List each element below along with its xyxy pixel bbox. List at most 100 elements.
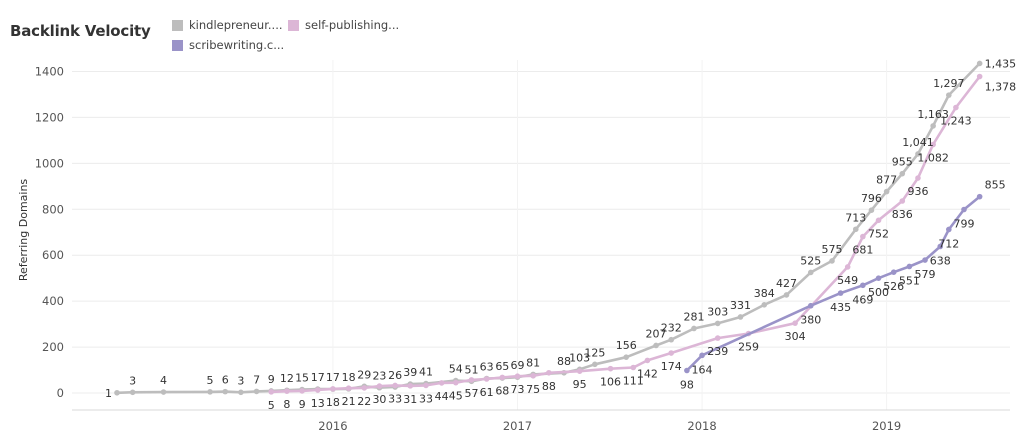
data-label: 435	[830, 301, 851, 314]
data-point[interactable]	[483, 376, 490, 382]
data-point[interactable]	[852, 226, 859, 233]
data-label: 15	[295, 372, 309, 385]
data-label: 111	[623, 375, 644, 388]
data-point[interactable]	[915, 151, 921, 157]
data-point[interactable]	[330, 386, 336, 392]
data-point[interactable]	[530, 372, 536, 379]
data-point[interactable]	[737, 314, 744, 320]
data-label: 752	[868, 227, 889, 240]
data-point[interactable]	[114, 389, 120, 396]
data-point[interactable]	[922, 257, 928, 263]
data-point[interactable]	[899, 198, 906, 204]
data-point[interactable]	[253, 388, 260, 395]
data-label: 259	[738, 341, 759, 354]
data-point[interactable]	[953, 104, 959, 111]
data-point[interactable]	[792, 320, 798, 326]
data-labels-layer: 13 4 5 6 3 7 9 12 15 17 17 18 29 23 26 39 41 54 51 63 65 69 81…	[105, 57, 1016, 411]
data-point[interactable]	[930, 141, 936, 148]
data-point[interactable]	[299, 388, 305, 394]
data-point[interactable]	[875, 217, 882, 224]
data-label: 681	[852, 244, 873, 257]
x-tick-label: 2016	[318, 419, 347, 433]
data-point[interactable]	[361, 385, 368, 391]
y-tick-label: 1200	[35, 110, 64, 124]
data-point[interactable]	[376, 383, 383, 389]
data-point[interactable]	[684, 367, 690, 374]
y-axis: 0 200 400 600 800 1000 1200 1400	[35, 64, 64, 400]
series-line-0[interactable]	[116, 62, 981, 395]
legend-item-self-publishing[interactable]: self-publishing...	[288, 18, 399, 32]
data-point[interactable]	[860, 233, 866, 240]
data-label: 65	[495, 360, 509, 373]
data-point[interactable]	[423, 382, 429, 389]
data-point[interactable]	[592, 361, 598, 368]
data-point[interactable]	[807, 302, 814, 309]
data-point[interactable]	[829, 258, 835, 264]
data-point[interactable]	[783, 292, 790, 298]
data-point[interactable]	[883, 188, 890, 195]
data-point[interactable]	[714, 335, 721, 341]
data-point[interactable]	[407, 383, 414, 389]
data-point[interactable]	[314, 387, 321, 393]
data-label: 45	[449, 390, 463, 403]
data-label: 73	[510, 383, 524, 396]
data-point[interactable]	[668, 350, 675, 356]
data-point[interactable]	[946, 92, 952, 98]
data-point[interactable]	[129, 389, 136, 396]
data-point[interactable]	[976, 193, 983, 200]
data-point[interactable]	[930, 123, 936, 129]
data-point[interactable]	[961, 206, 967, 213]
data-label: 88	[557, 355, 571, 368]
data-point[interactable]	[207, 389, 213, 395]
data-point[interactable]	[868, 207, 875, 213]
data-point[interactable]	[714, 320, 721, 327]
data-point[interactable]	[837, 290, 844, 296]
data-label: 7	[253, 373, 260, 386]
data-point[interactable]	[699, 352, 705, 359]
data-label: 232	[661, 322, 682, 335]
data-point[interactable]	[844, 264, 851, 270]
data-point[interactable]	[238, 389, 244, 396]
data-point[interactable]	[899, 170, 906, 177]
data-point[interactable]	[345, 385, 352, 391]
data-point[interactable]	[976, 60, 983, 67]
data-point[interactable]	[691, 325, 697, 332]
data-point[interactable]	[860, 282, 866, 289]
data-label: 33	[388, 392, 402, 405]
data-point[interactable]	[668, 336, 675, 343]
legend-item-scribewriting[interactable]: scribewriting.c...	[172, 38, 284, 52]
data-point[interactable]	[438, 380, 445, 386]
data-point[interactable]	[976, 73, 983, 80]
data-point[interactable]	[761, 302, 768, 308]
data-point[interactable]	[890, 269, 897, 276]
data-point[interactable]	[222, 388, 229, 395]
data-point[interactable]	[284, 388, 290, 394]
data-point[interactable]	[630, 364, 637, 371]
data-label: 551	[899, 274, 920, 287]
data-point[interactable]	[546, 369, 552, 376]
data-point[interactable]	[906, 263, 913, 270]
data-label: 81	[526, 356, 540, 369]
data-label: 33	[419, 392, 433, 405]
data-point[interactable]	[946, 226, 952, 233]
data-point[interactable]	[875, 275, 882, 281]
data-point[interactable]	[268, 389, 275, 395]
data-point[interactable]	[514, 373, 521, 380]
data-point[interactable]	[452, 379, 459, 386]
data-point[interactable]	[644, 357, 651, 364]
data-label: 41	[419, 366, 433, 379]
data-point[interactable]	[915, 175, 921, 181]
data-point[interactable]	[392, 382, 398, 389]
data-point[interactable]	[576, 368, 583, 374]
data-point[interactable]	[623, 354, 630, 360]
data-point[interactable]	[160, 389, 167, 395]
data-point[interactable]	[807, 269, 814, 276]
data-point[interactable]	[499, 374, 506, 381]
data-label: 174	[661, 360, 682, 373]
gridlines	[72, 60, 1010, 410]
data-point[interactable]	[653, 342, 659, 349]
data-point[interactable]	[607, 365, 614, 372]
data-point[interactable]	[937, 243, 944, 250]
legend-item-kindlepreneur[interactable]: kindlepreneur....	[172, 18, 283, 32]
data-point[interactable]	[468, 377, 475, 383]
